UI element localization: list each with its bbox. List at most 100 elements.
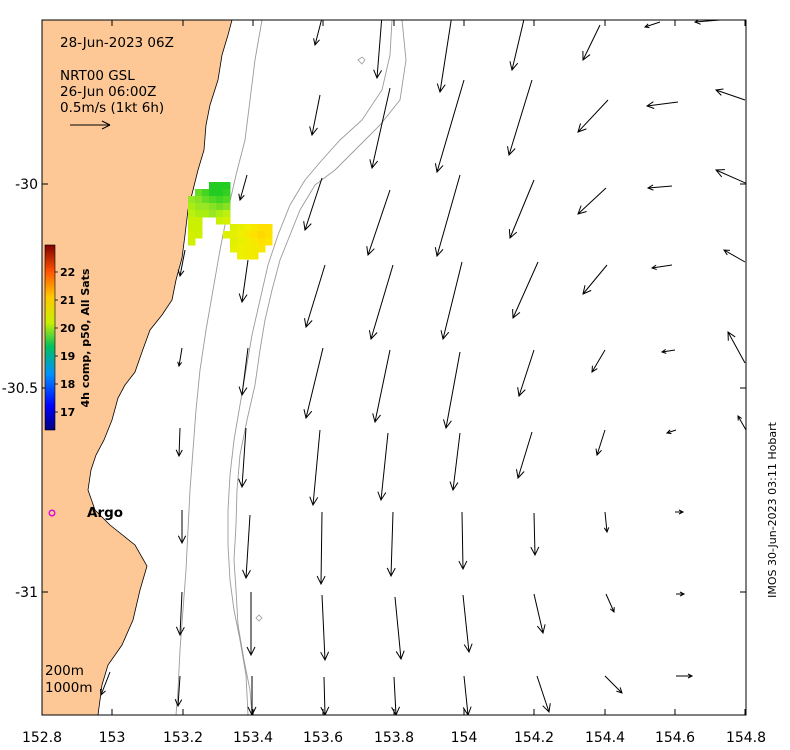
lon-tick: 154.2: [514, 730, 554, 746]
isobath-1000m-label: 1000m: [45, 680, 93, 696]
sst-cell: [251, 231, 259, 239]
current-vector: [650, 264, 673, 271]
current-vector: [386, 511, 396, 578]
current-vector: [512, 261, 539, 320]
isobath-200m-label: 200m: [45, 663, 84, 679]
current-vector: [509, 20, 525, 72]
current-vector: [238, 347, 249, 397]
velocity-scale-arrow: [70, 120, 111, 130]
current-vector: [177, 249, 186, 278]
current-vector: [458, 511, 468, 571]
current-vector: [660, 349, 676, 354]
lat-tick: -30.5: [2, 381, 38, 397]
current-vector: [366, 189, 391, 257]
sst-cell: [251, 238, 259, 246]
velocity-scale-label: 0.5m/s (1kt 6h): [60, 100, 164, 116]
product-name: NRT00 GSL: [60, 68, 135, 84]
current-vector: [368, 264, 394, 341]
current-vector: [507, 79, 533, 157]
sst-cell: [216, 203, 224, 211]
sst-cell: [237, 238, 245, 246]
sst-cell: [216, 182, 224, 190]
colorbar-tick: 18: [60, 378, 75, 391]
current-vector: [177, 510, 187, 545]
sst-cell: [223, 217, 231, 225]
sst-cell: [216, 217, 224, 225]
current-vector: [247, 676, 257, 715]
coastline-land: [42, 20, 233, 715]
current-vector: [320, 594, 330, 662]
current-vector: [449, 432, 461, 492]
colorbar-tick: 22: [60, 266, 75, 279]
current-vector: [372, 349, 391, 424]
argo-label: Argo: [87, 505, 123, 521]
sst-cell: [195, 189, 203, 197]
sst-cell: [216, 210, 224, 218]
current-vector: [313, 20, 322, 47]
lat-tick: -30: [15, 177, 38, 193]
current-vector: [238, 174, 248, 202]
sst-cell: [216, 189, 224, 197]
current-vector: [665, 429, 677, 435]
current-vectors: [99, 20, 746, 715]
current-vector: [646, 184, 673, 191]
lon-tick: 153.8: [374, 730, 414, 746]
sst-cell: [188, 210, 196, 218]
sst-cell: [188, 224, 196, 232]
sst-cell: [209, 203, 217, 211]
current-vector: [643, 21, 661, 29]
current-vector: [369, 87, 391, 170]
product-time: 26-Jun 06:00Z: [60, 84, 156, 100]
sst-cell: [223, 182, 231, 190]
sst-pixels: [188, 182, 273, 260]
current-vector: [436, 20, 452, 94]
sst-cell: [223, 189, 231, 197]
sst-cell: [202, 203, 210, 211]
current-vector: [603, 511, 610, 534]
sst-cell: [251, 245, 259, 253]
isobath-islet: [357, 56, 366, 65]
longitude-axis: 152.8 153 153.2 153.4 153.6 153.8 154 15…: [22, 730, 766, 746]
colorbar-ticks: 22 21 20 19 18 17: [60, 266, 76, 419]
current-vector: [591, 349, 606, 373]
current-vector: [604, 675, 623, 694]
current-vector: [99, 671, 111, 697]
sst-cell: [237, 245, 245, 253]
sst-cell: [258, 231, 266, 239]
current-vector: [727, 331, 746, 364]
sst-cell: [230, 231, 238, 239]
argo-marker: [48, 509, 56, 517]
current-vector: [595, 429, 606, 457]
current-vector: [316, 511, 326, 586]
current-vector: [391, 676, 401, 715]
sst-cell: [195, 217, 203, 225]
sst-cell: [195, 231, 203, 239]
current-vector: [530, 512, 540, 557]
sst-cell: [195, 224, 203, 232]
colorbar-title: 4h comp, p50, All Sats: [79, 268, 92, 407]
current-vector: [577, 99, 609, 133]
sst-cell: [244, 231, 252, 239]
sst-cell: [265, 238, 273, 246]
sst-cell: [188, 217, 196, 225]
sst-cell: [223, 203, 231, 211]
current-vector: [309, 94, 321, 137]
current-vector: [242, 514, 251, 580]
sst-cell: [258, 245, 266, 253]
current-vector: [536, 675, 551, 714]
current-vector: [177, 347, 183, 368]
lon-tick: 154.4: [585, 730, 625, 746]
colorbar-tick: 19: [60, 350, 75, 363]
sst-cell: [223, 196, 231, 204]
sst-cell: [230, 238, 238, 246]
isobath-1000m: [233, 20, 407, 715]
sst-cell: [230, 245, 238, 253]
lon-tick: 154.8: [726, 730, 766, 746]
current-vector: [676, 591, 686, 597]
sst-cell: [251, 224, 259, 232]
sst-cell: [209, 210, 217, 218]
isobath-legend: 200m 1000m: [45, 663, 93, 696]
sst-cell: [202, 189, 210, 197]
sst-cell: [216, 196, 224, 204]
sst-cell: [223, 231, 231, 239]
